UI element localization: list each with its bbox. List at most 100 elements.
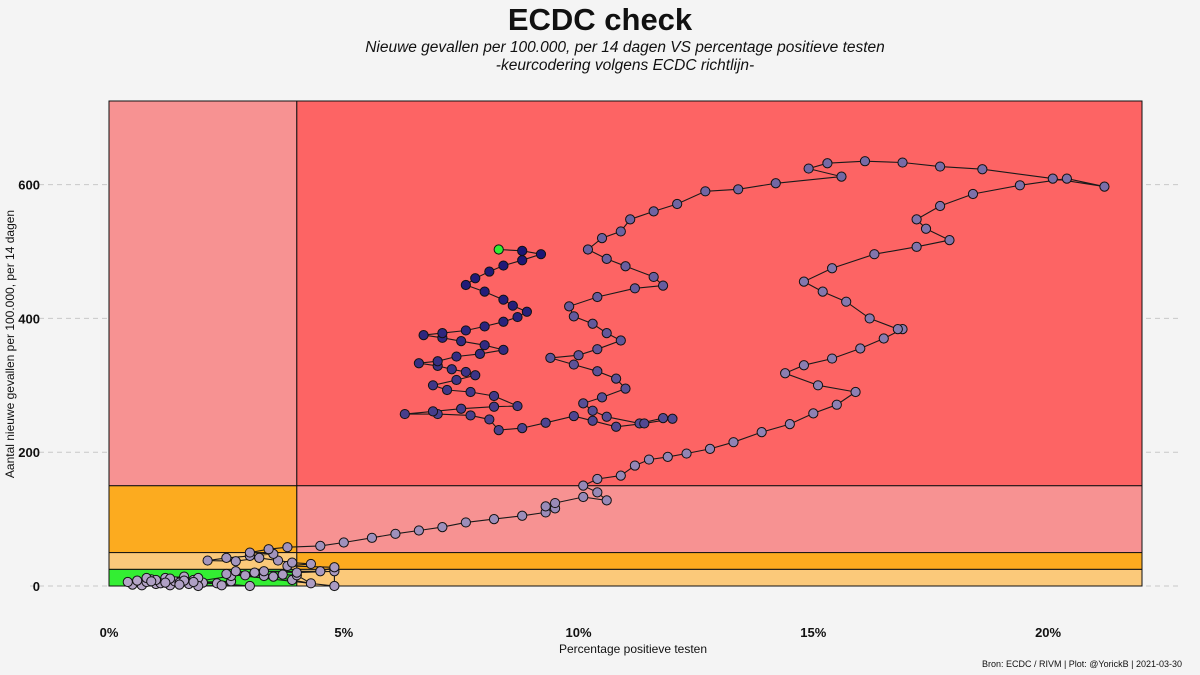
- data-point: [263, 544, 274, 555]
- data-point: [465, 410, 476, 421]
- x-tick-label: 0%: [100, 625, 119, 640]
- data-point: [470, 370, 481, 381]
- data-point: [667, 413, 678, 424]
- data-point: [498, 316, 509, 327]
- data-point: [282, 542, 293, 553]
- data-point: [240, 570, 251, 581]
- data-point: [488, 401, 500, 412]
- data-point: [803, 163, 814, 174]
- data-point: [798, 276, 810, 287]
- data-point: [629, 460, 640, 471]
- data-point: [427, 406, 439, 417]
- data-point: [535, 249, 547, 260]
- y-tick-label: 600: [18, 178, 40, 193]
- x-tick-label: 20%: [1035, 625, 1061, 640]
- data-point: [672, 198, 683, 210]
- data-point: [244, 547, 255, 558]
- data-point: [611, 421, 622, 432]
- data-point: [540, 417, 551, 428]
- data-point: [817, 286, 828, 297]
- data-point: [657, 412, 669, 424]
- data-point: [578, 491, 589, 503]
- data-point: [479, 340, 490, 351]
- chart-subtitle-line-2: -keurcodering volgens ECDC richtlijn-: [495, 57, 755, 74]
- data-point: [315, 540, 326, 551]
- y-tick-label: 0: [33, 579, 40, 594]
- x-tick-label: 5%: [334, 625, 353, 640]
- data-point: [592, 487, 603, 498]
- data-point: [470, 273, 481, 284]
- data-point: [441, 384, 453, 396]
- data-point: [488, 390, 500, 402]
- data-point: [639, 418, 650, 429]
- data-point: [451, 374, 462, 386]
- data-point: [221, 552, 232, 564]
- data-point: [493, 425, 504, 436]
- data-point: [498, 260, 509, 271]
- data-point: [249, 567, 260, 578]
- data-point: [460, 517, 471, 528]
- data-point: [798, 360, 810, 371]
- data-point: [780, 368, 791, 379]
- data-point: [216, 580, 227, 591]
- data-point: [662, 451, 673, 462]
- data-point: [601, 253, 612, 264]
- data-point: [315, 566, 326, 577]
- data-point: [1014, 180, 1026, 191]
- data-point: [484, 266, 495, 277]
- data-point: [432, 356, 443, 367]
- data-point: [897, 157, 908, 168]
- data-point: [592, 344, 603, 355]
- data-point: [287, 557, 298, 568]
- data-point: [850, 386, 861, 398]
- data-point: [329, 580, 340, 592]
- data-point: [484, 414, 495, 425]
- data-point: [545, 352, 556, 363]
- data-point: [460, 279, 471, 291]
- data-point: [578, 480, 589, 491]
- data-point: [479, 321, 490, 332]
- data-point: [305, 558, 317, 570]
- data-point: [592, 473, 603, 485]
- data-point: [864, 313, 875, 324]
- data-point: [399, 408, 410, 420]
- data-point: [620, 261, 631, 272]
- data-point: [488, 514, 500, 525]
- data-point: [808, 408, 819, 419]
- data-point: [474, 348, 486, 359]
- ecdc-zone: [296, 552, 1143, 570]
- data-point: [498, 344, 509, 355]
- data-point: [620, 383, 631, 394]
- data-point: [437, 328, 448, 339]
- x-tick-label: 10%: [566, 625, 592, 640]
- data-point: [221, 568, 232, 580]
- data-point: [611, 373, 622, 384]
- data-point: [549, 497, 561, 509]
- data-point: [770, 178, 781, 189]
- data-point: [244, 580, 255, 592]
- data-point: [517, 255, 528, 266]
- y-tick-label: 200: [18, 445, 40, 460]
- data-point: [540, 501, 551, 512]
- data-point: [836, 171, 847, 182]
- data-point: [582, 244, 594, 255]
- data-point: [122, 576, 133, 588]
- data-point: [329, 562, 340, 573]
- data-point: [578, 398, 589, 409]
- data-point: [681, 448, 692, 459]
- data-point: [601, 495, 612, 506]
- data-point: [855, 343, 866, 354]
- data-point: [512, 311, 523, 323]
- y-axis-label: Aantal nieuwe gevallen per 100.000, per …: [3, 209, 17, 479]
- data-point: [465, 386, 476, 398]
- data-point: [564, 301, 575, 312]
- data-point: [934, 200, 946, 212]
- data-point: [827, 353, 838, 364]
- data-point: [521, 306, 532, 317]
- data-point: [934, 161, 946, 172]
- data-point: [451, 351, 462, 362]
- data-point: [648, 206, 659, 217]
- data-point: [479, 286, 490, 297]
- chart-title: ECDC check: [507, 2, 693, 37]
- data-point: [512, 400, 523, 412]
